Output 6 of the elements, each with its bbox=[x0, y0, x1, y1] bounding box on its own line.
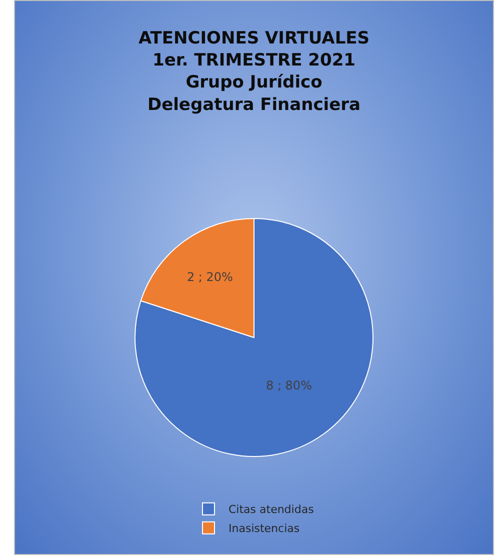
data-label: 2 ; 20% bbox=[186, 270, 233, 284]
data-label: 8 ; 80% bbox=[266, 378, 312, 393]
pie-slice bbox=[134, 218, 374, 457]
legend-label: Inasistencias bbox=[228, 522, 300, 536]
legend-label: Citas atendidas bbox=[228, 503, 314, 516]
chart-title: ATENCIONES VIRTUALES 1er. TRIMESTRE 2021 Grupo Jurídico Delegatura Financiera bbox=[138, 28, 370, 115]
